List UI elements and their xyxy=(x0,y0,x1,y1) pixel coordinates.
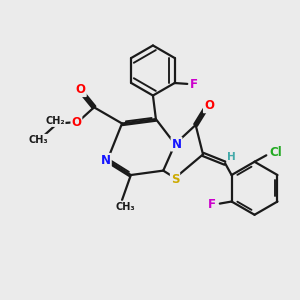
Text: CH₃: CH₃ xyxy=(28,135,48,145)
Text: CH₃: CH₃ xyxy=(115,202,135,212)
Text: S: S xyxy=(171,173,179,186)
Text: F: F xyxy=(190,78,198,91)
Text: F: F xyxy=(208,198,216,211)
Text: O: O xyxy=(204,99,214,112)
Text: N: N xyxy=(172,138,182,151)
Text: H: H xyxy=(227,152,236,162)
Text: Cl: Cl xyxy=(270,146,282,159)
Text: O: O xyxy=(76,83,86,96)
Text: N: N xyxy=(101,154,111,167)
Text: CH₂: CH₂ xyxy=(45,116,65,126)
Text: O: O xyxy=(71,116,81,128)
